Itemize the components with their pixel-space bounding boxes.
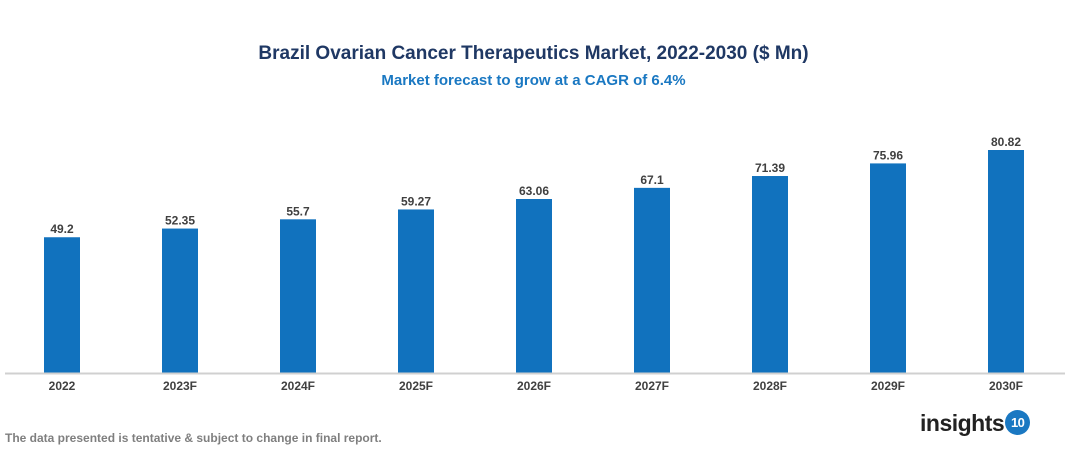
bar-2027F: [634, 187, 670, 373]
x-tick-label: 2025F: [399, 379, 433, 393]
chart-title: Brazil Ovarian Cancer Therapeutics Marke…: [258, 43, 809, 64]
x-tick-label: 2029F: [871, 379, 905, 393]
insights10-logo: insights 10: [920, 410, 1031, 437]
x-tick-label: 2024F: [281, 379, 315, 393]
chart-subtitle: Market forecast to grow at a CAGR of 6.4…: [381, 72, 686, 89]
x-tick-label: 2023F: [163, 379, 197, 393]
logo-text: insights: [920, 410, 1005, 436]
x-tick-label: 2026F: [517, 379, 551, 393]
value-label: 63.06: [519, 184, 549, 198]
value-label: 67.1: [640, 173, 664, 187]
x-tick-label: 2022: [49, 379, 76, 393]
bar-2026F: [516, 199, 552, 373]
value-label: 75.96: [873, 148, 903, 162]
bar-2028F: [752, 176, 788, 373]
value-label: 49.2: [50, 222, 74, 236]
bar-2024F: [280, 219, 316, 373]
bar-2022: [44, 237, 80, 373]
value-label: 52.35: [165, 214, 195, 228]
x-tick-label: 2028F: [753, 379, 787, 393]
bar-2029F: [870, 163, 906, 373]
value-label: 80.82: [991, 135, 1021, 149]
x-tick-label: 2027F: [635, 379, 669, 393]
x-tick-label: 2030F: [989, 379, 1023, 393]
bar-2025F: [398, 209, 434, 373]
value-label: 71.39: [755, 161, 785, 175]
value-label: 59.27: [401, 194, 431, 208]
disclaimer-note: The data presented is tentative & subjec…: [5, 431, 382, 445]
logo-badge: 10: [1005, 410, 1031, 436]
bar-2030F: [988, 150, 1024, 373]
value-label: 55.7: [286, 204, 310, 218]
bar-2023F: [162, 228, 198, 373]
